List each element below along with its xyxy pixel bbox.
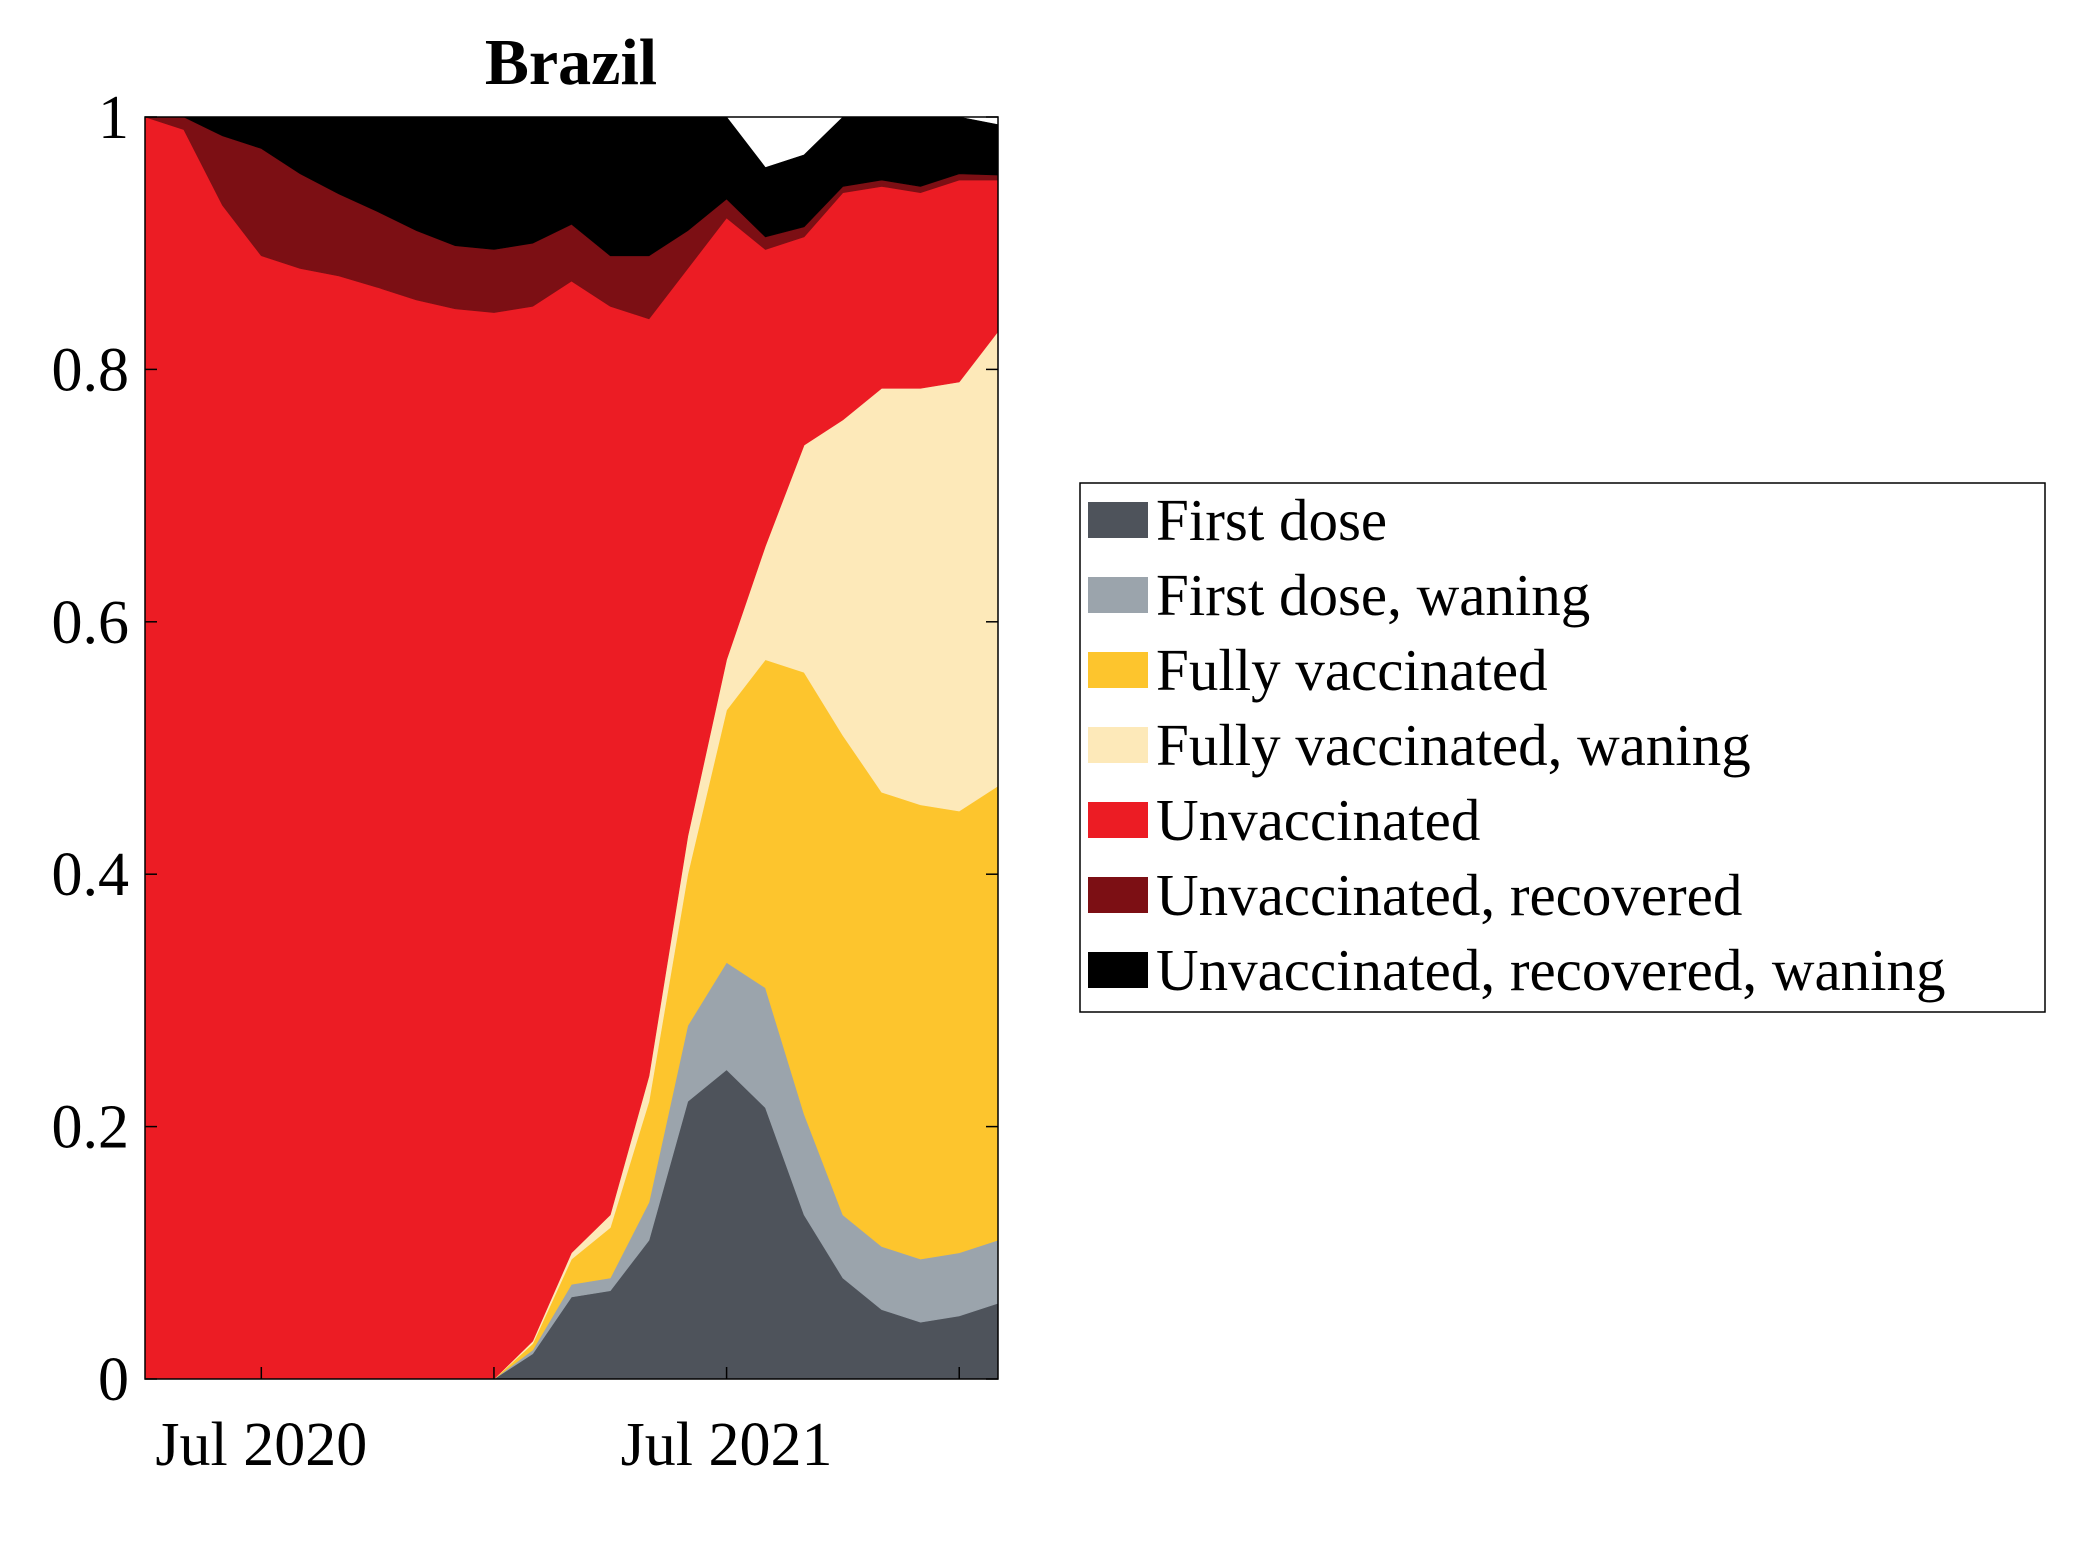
legend-label: First dose [1156,487,1387,553]
legend-label: Unvaccinated [1156,787,1480,853]
x-tick-label: Jul 2020 [155,1411,367,1479]
legend-label: Unvaccinated, recovered [1156,862,1742,928]
y-tick-label: 0.8 [52,336,130,404]
y-tick-label: 0.2 [52,1094,130,1162]
legend-swatch [1088,952,1148,988]
y-tick-label: 0.6 [52,589,130,657]
legend-label: Fully vaccinated, waning [1156,712,1751,778]
legend: First dose First dose, waning Fully vaccin… [1079,482,2046,1013]
legend-box [1079,482,2046,1013]
y-tick-label: 1 [98,84,129,152]
legend-swatch [1088,802,1148,838]
legend-swatch [1088,877,1148,913]
chart-title: Brazil [485,26,657,99]
stacked-areas [144,116,999,1380]
y-tick-label: 0.4 [52,841,130,909]
y-tick-label: 0 [98,1346,129,1414]
legend-label: Unvaccinated, recovered, waning [1156,937,1946,1003]
x-axis: Jul 2020 Jul 2021 [155,117,960,1479]
plot-frame [144,116,999,1380]
legend-swatch [1088,502,1148,538]
legend-label: Fully vaccinated [1156,637,1548,703]
x-tick-label: Jul 2021 [621,1411,833,1479]
legend-swatch [1088,727,1148,763]
legend-swatch [1088,577,1148,613]
legend-swatch [1088,652,1148,688]
legend-items: First dose First dose, waning Fully vaccin… [1088,487,1946,1003]
legend-label: First dose, waning [1156,562,1590,628]
y-axis: 0 0.2 0.4 0.6 0.8 1 [52,84,998,1414]
